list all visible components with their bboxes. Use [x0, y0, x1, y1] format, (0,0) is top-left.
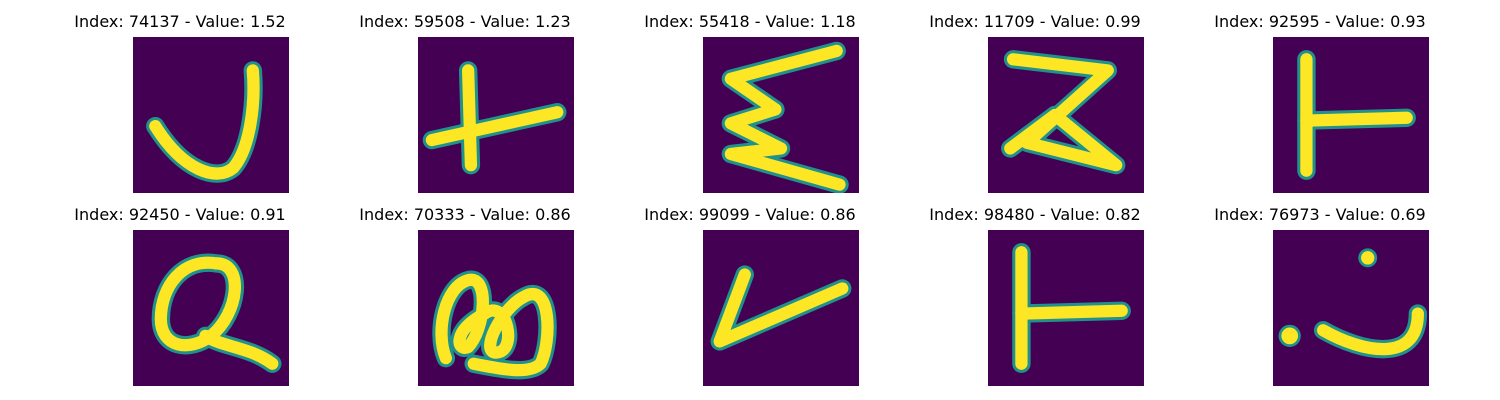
glyph-stroke [713, 268, 849, 348]
glyph-image [703, 230, 859, 386]
panel-title: Index: 76973 - Value: 0.69 [1214, 205, 1426, 224]
glyph-image [988, 230, 1144, 386]
glyph-image [703, 37, 859, 193]
glyph-stroke [435, 273, 554, 377]
glyph-stroke [1317, 307, 1424, 356]
glyph-image [988, 37, 1144, 193]
glyph-image [418, 230, 574, 386]
panel-4: Index: 11709 - Value: 0.99 [885, 0, 1185, 193]
glyph-stroke [1004, 53, 1123, 172]
panel-title: Index: 70333 - Value: 0.86 [359, 205, 571, 224]
panel-title: Index: 92450 - Value: 0.91 [74, 205, 286, 224]
panel-10: Index: 76973 - Value: 0.69 [1170, 193, 1470, 386]
glyph-image [133, 230, 289, 386]
panel-title: Index: 92595 - Value: 0.93 [1214, 12, 1426, 31]
panel-title: Index: 98480 - Value: 0.82 [929, 205, 1141, 224]
glyph-stroke [1015, 304, 1128, 320]
panel-7: Index: 70333 - Value: 0.86 [315, 193, 615, 386]
glyph-stroke [724, 44, 846, 191]
panel-3: Index: 55418 - Value: 1.18 [600, 0, 900, 193]
panel-title: Index: 11709 - Value: 0.99 [929, 12, 1141, 31]
panel-9: Index: 98480 - Value: 0.82 [885, 193, 1185, 386]
glyph-background [1273, 230, 1429, 386]
glyph-image [418, 37, 574, 193]
panel-title: Index: 55418 - Value: 1.18 [644, 12, 856, 31]
glyph-image [1273, 37, 1429, 193]
glyph-stroke [199, 329, 279, 370]
panel-title: Index: 59508 - Value: 1.23 [359, 12, 571, 31]
glyph-image [1273, 230, 1429, 386]
glyph-stroke [425, 106, 564, 147]
panel-8: Index: 99099 - Value: 0.86 [600, 193, 900, 386]
glyph-dot [1361, 251, 1375, 265]
panel-title: Index: 74137 - Value: 1.52 [74, 12, 286, 31]
glyph-dot [1281, 327, 1299, 345]
panel-2: Index: 59508 - Value: 1.23 [315, 0, 615, 193]
panel-1: Index: 74137 - Value: 1.52 [30, 0, 330, 193]
glyph-stroke [462, 64, 478, 172]
panel-5: Index: 92595 - Value: 0.93 [1170, 0, 1470, 193]
glyph-image [133, 37, 289, 193]
glyph-stroke [149, 64, 260, 180]
panel-title: Index: 99099 - Value: 0.86 [644, 205, 856, 224]
glyph-stroke [154, 256, 241, 352]
glyph-stroke [1300, 111, 1413, 127]
panel-6: Index: 92450 - Value: 0.91 [30, 193, 330, 386]
